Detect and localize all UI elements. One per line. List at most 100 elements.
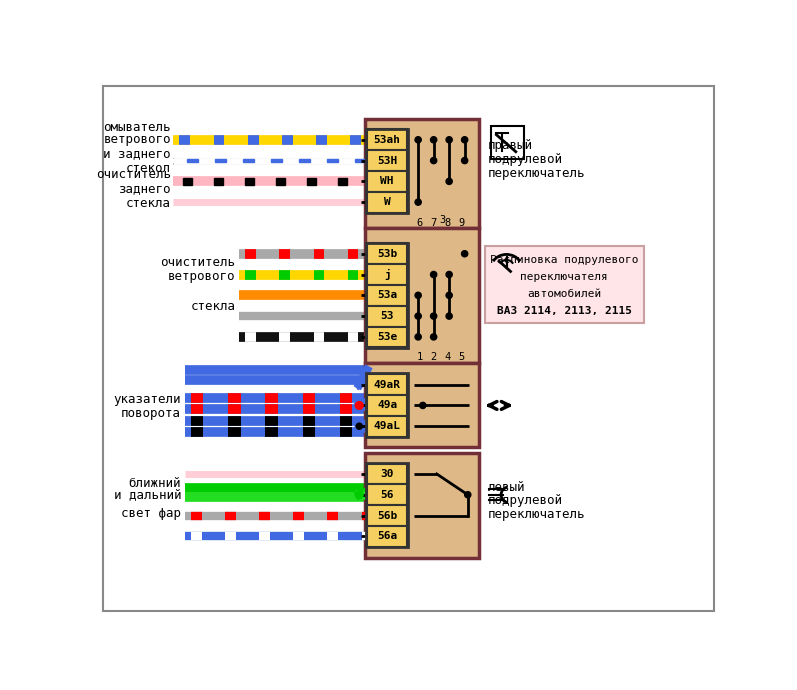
Circle shape [461, 137, 468, 143]
Text: 49aL: 49aL [374, 421, 401, 431]
Circle shape [415, 293, 422, 298]
Circle shape [415, 199, 422, 205]
Text: подрулевой: подрулевой [488, 153, 563, 166]
Circle shape [446, 293, 452, 298]
Bar [307, 178, 316, 185]
Bar [215, 159, 226, 162]
Text: ветрового: ветрового [104, 133, 171, 146]
Bar [367, 243, 408, 348]
Bar [367, 150, 407, 171]
Circle shape [446, 271, 452, 277]
Text: стекла: стекла [190, 299, 235, 313]
Bar [214, 178, 223, 185]
Text: переключатель: переключатель [488, 167, 586, 180]
Circle shape [430, 334, 437, 340]
Bar [367, 171, 407, 192]
Circle shape [356, 423, 363, 429]
Text: 7: 7 [430, 217, 437, 228]
Text: левый: левый [488, 480, 525, 493]
Text: правый: правый [488, 139, 533, 152]
Circle shape [415, 313, 422, 319]
Bar [367, 526, 407, 546]
Bar [338, 178, 347, 185]
Circle shape [415, 334, 422, 340]
Circle shape [430, 157, 437, 164]
Text: ветрового: ветрового [167, 270, 235, 283]
Text: j: j [384, 269, 391, 280]
Bar [367, 264, 407, 285]
Text: подрулевой: подрулевой [488, 495, 563, 507]
Circle shape [355, 491, 363, 499]
Circle shape [446, 178, 452, 184]
Circle shape [430, 313, 437, 319]
Circle shape [461, 157, 468, 164]
Bar [367, 505, 407, 526]
Bar [367, 416, 407, 437]
Text: переключателя: переключателя [520, 272, 608, 282]
Text: 56a: 56a [377, 531, 397, 542]
Text: 49a: 49a [377, 400, 397, 411]
Bar [366, 228, 479, 363]
Text: 56b: 56b [377, 511, 397, 520]
Text: очиститель: очиститель [160, 256, 235, 268]
Text: 5: 5 [458, 353, 465, 362]
Circle shape [415, 137, 422, 143]
Bar [367, 306, 407, 326]
Bar [366, 119, 479, 228]
Text: указатели: указатели [113, 393, 181, 406]
Text: 53: 53 [380, 311, 394, 321]
Bar [276, 178, 285, 185]
Bar [299, 159, 310, 162]
Bar [355, 159, 366, 162]
Text: автомобилей: автомобилей [527, 289, 602, 299]
Bar [243, 159, 254, 162]
Text: 3: 3 [439, 215, 446, 225]
Bar [367, 464, 407, 484]
Text: 8: 8 [445, 217, 451, 228]
Text: очиститель: очиститель [96, 168, 171, 181]
Text: 53b: 53b [377, 248, 397, 259]
Text: ВАЗ 2114, 2113, 2115: ВАЗ 2114, 2113, 2115 [497, 306, 632, 316]
Bar [187, 159, 198, 162]
Text: 30: 30 [380, 469, 394, 479]
Circle shape [430, 271, 437, 277]
Circle shape [446, 137, 452, 143]
Bar [485, 246, 644, 323]
Text: и заднего: и заднего [104, 147, 171, 160]
Bar [366, 453, 479, 558]
Text: стекол: стекол [126, 161, 171, 175]
Text: 6: 6 [417, 217, 423, 228]
Bar [367, 192, 407, 213]
Circle shape [430, 137, 437, 143]
Circle shape [465, 492, 471, 497]
Bar [367, 326, 407, 347]
Bar [367, 244, 407, 264]
Bar [367, 130, 407, 150]
Text: W: W [384, 197, 391, 207]
Bar [183, 178, 192, 185]
Bar [366, 364, 479, 447]
Text: 2: 2 [430, 353, 437, 362]
Bar [367, 374, 407, 395]
Text: 53H: 53H [377, 155, 397, 166]
Text: 53a: 53a [377, 290, 397, 300]
Text: переключатель: переключатель [488, 509, 586, 521]
Bar [367, 128, 408, 213]
Text: 9: 9 [458, 217, 465, 228]
Bar [367, 463, 408, 547]
Bar [245, 178, 254, 185]
Bar [327, 159, 338, 162]
Bar [367, 285, 407, 306]
Text: 49aR: 49aR [374, 380, 401, 390]
Text: поворота: поворота [121, 406, 181, 420]
Text: 56: 56 [380, 490, 394, 500]
Text: 1: 1 [417, 353, 423, 362]
Circle shape [461, 250, 468, 257]
Text: и дальний: и дальний [113, 489, 181, 501]
Bar [367, 395, 407, 416]
Circle shape [355, 402, 363, 409]
Text: WH: WH [380, 177, 394, 186]
Bar [271, 159, 282, 162]
Bar [367, 484, 407, 505]
Text: 53ah: 53ah [374, 135, 401, 145]
